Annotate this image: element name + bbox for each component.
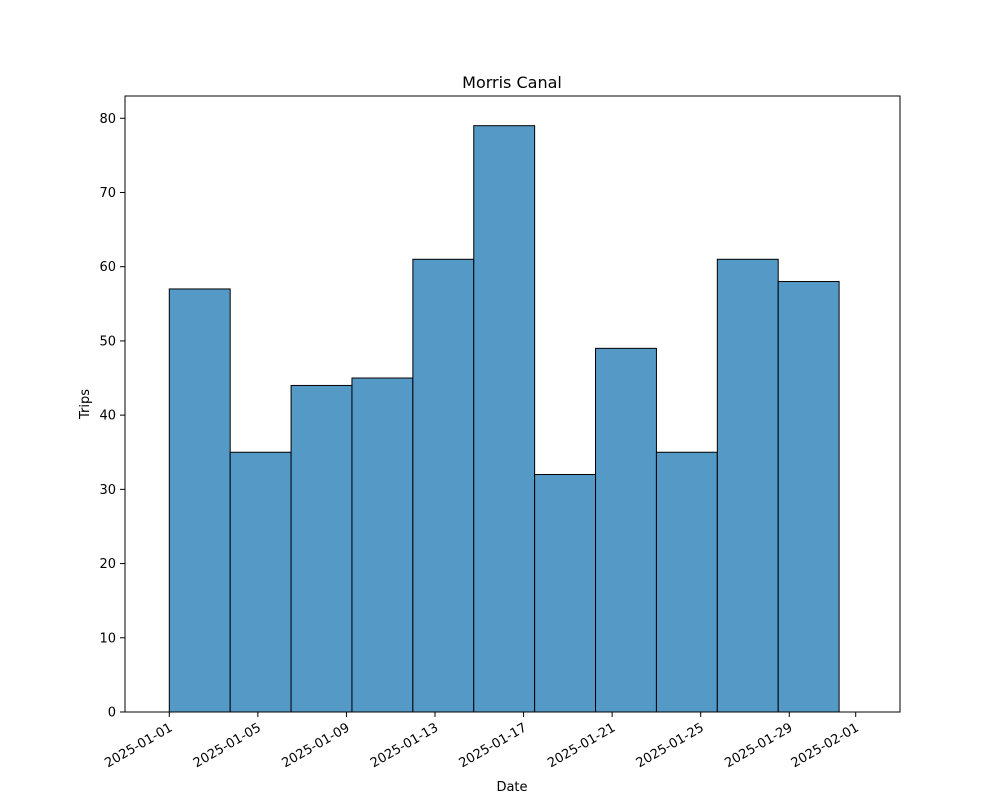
histogram-bar-2 bbox=[229, 451, 292, 713]
y-axis-ticks: 0 10 20 30 40 50 60 70 80 bbox=[99, 112, 125, 721]
y-tick-label-8: 70 bbox=[99, 186, 116, 201]
histogram-bar-8 bbox=[595, 347, 657, 713]
histogram-bar-5 bbox=[412, 258, 475, 713]
histogram-bar-4 bbox=[351, 377, 414, 713]
histogram-bar-6 bbox=[473, 125, 536, 713]
chart-title: Morris Canal bbox=[462, 73, 562, 92]
histogram-bar-11 bbox=[777, 281, 840, 713]
y-tick-label-7: 60 bbox=[99, 260, 116, 275]
histogram-bar-7 bbox=[534, 474, 597, 713]
y-tick-label-1: 0 bbox=[108, 706, 116, 721]
y-tick-label-3: 20 bbox=[99, 557, 116, 572]
y-tick-label-9: 80 bbox=[99, 112, 116, 127]
y-tick-label-2: 10 bbox=[99, 631, 116, 646]
histogram-bar-3 bbox=[290, 384, 353, 713]
y-axis-label: Trips bbox=[78, 389, 93, 420]
x-axis-label: Date bbox=[496, 780, 527, 795]
histogram-bar-1 bbox=[168, 288, 231, 713]
y-tick-label-6: 50 bbox=[99, 334, 116, 349]
y-tick-label-4: 30 bbox=[99, 483, 116, 498]
histogram-bar-9 bbox=[655, 451, 718, 713]
bars-group bbox=[168, 125, 840, 713]
plot-frame bbox=[124, 95, 901, 713]
y-tick-label-5: 40 bbox=[99, 409, 116, 424]
histogram-bar-10 bbox=[716, 258, 779, 713]
